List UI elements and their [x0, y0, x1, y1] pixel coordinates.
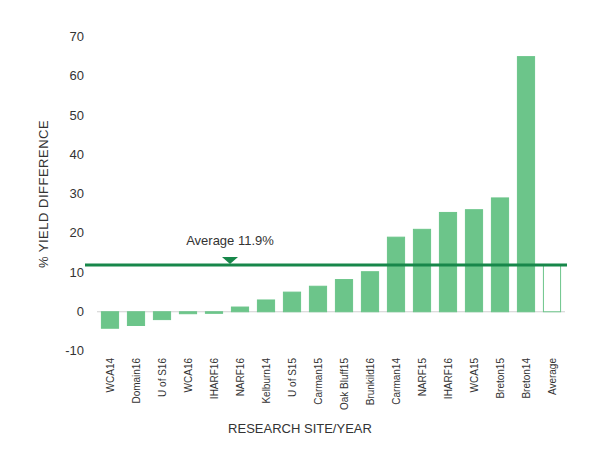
x-tick-label: NARF16: [235, 358, 246, 397]
chart: -10 0 10 20 30 40 50 60 70 WCA14 Domain16 U of S16 W…: [0, 0, 601, 451]
x-tick-label: Carman15: [313, 358, 324, 405]
x-tick-label: WCA14: [105, 358, 116, 393]
x-tick-label: U of S15: [287, 358, 298, 397]
x-tick-label: NARF15: [417, 358, 428, 397]
x-tick-label: IHARF16: [443, 358, 454, 400]
y-tick-label: 10: [70, 265, 84, 280]
y-tick-label: 60: [70, 68, 84, 83]
bar: [205, 312, 222, 314]
y-tick-label: 30: [70, 186, 84, 201]
x-tick-label: Oak Bluff15: [339, 358, 350, 411]
y-tick-label: 20: [70, 225, 84, 240]
y-tick-label: -10: [65, 343, 84, 358]
tick-mark: [88, 115, 92, 116]
tick-mark: [88, 233, 92, 234]
bars: [101, 57, 560, 329]
bar: [439, 212, 456, 311]
y-tick-label: 70: [70, 29, 84, 44]
tick-mark: [88, 76, 92, 77]
reference-line: [85, 264, 567, 267]
y-axis-title: % YIELD DIFFERENCE: [36, 120, 51, 268]
bar: [179, 312, 196, 314]
bar: [543, 265, 560, 312]
bar: [387, 237, 404, 312]
bar: [465, 210, 482, 312]
bar: [101, 312, 118, 328]
x-tick-label: U of S16: [157, 358, 168, 397]
tick-mark: [88, 194, 92, 195]
x-tick-label: WCA15: [469, 358, 480, 393]
tick-mark: [88, 351, 92, 352]
bar: [517, 57, 534, 312]
bar: [309, 286, 326, 312]
x-tick-label: Breton14: [521, 358, 532, 399]
tick-mark: [88, 154, 92, 155]
x-tick-label: Carman14: [391, 358, 402, 405]
bar: [153, 312, 170, 320]
tick-mark: [88, 272, 92, 273]
bar: [335, 280, 352, 312]
x-tick-label: Brunkild16: [365, 358, 376, 406]
x-tick-label: Average: [547, 358, 558, 396]
x-axis-title: RESEARCH SITE/YEAR: [228, 421, 372, 436]
tick-mark: [88, 311, 92, 312]
bar: [231, 307, 248, 312]
bar: [361, 272, 378, 312]
reference-marker: [222, 257, 238, 264]
bar: [491, 198, 508, 312]
y-tick-label: 40: [70, 147, 84, 162]
x-tick-label: Kelburn14: [261, 358, 272, 404]
bar: [283, 292, 300, 312]
reference-label: Average 11.9%: [186, 233, 274, 248]
bar: [413, 229, 430, 311]
x-tick-label: Breton15: [495, 358, 506, 399]
bar: [127, 312, 144, 326]
x-tick-label: Domain16: [131, 358, 142, 404]
y-tick-label: 0: [77, 304, 84, 319]
bar: [257, 300, 274, 312]
x-tick-label: IHARF16: [209, 358, 220, 400]
x-tick-label: WCA16: [183, 358, 194, 393]
tick-mark: [88, 37, 92, 38]
y-tick-label: 50: [70, 108, 84, 123]
